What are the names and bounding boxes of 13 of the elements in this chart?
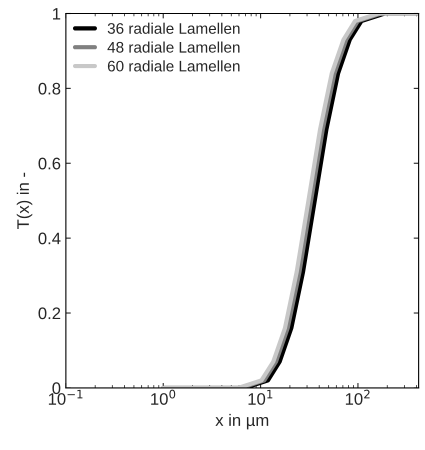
x-axis-title: x in µm xyxy=(215,414,268,430)
x-tick-label: 10$^{2}$ xyxy=(346,390,370,405)
x-tick-label: 10$^{1}$ xyxy=(248,390,272,405)
legend-label: 60 radiale Lamellen xyxy=(108,60,240,72)
legend-label: 36 radiale Lamellen xyxy=(108,22,240,34)
x-tick-label: 10$^{0}$ xyxy=(151,390,176,405)
y-tick-label: 0.2 xyxy=(38,307,60,320)
y-axis-title: T(x) in - xyxy=(16,172,32,230)
y-tick-label: 0.8 xyxy=(38,82,60,95)
y-tick-label: 1 xyxy=(53,8,60,20)
legend-label: 48 radiale Lamellen xyxy=(107,41,240,53)
y-tick-label: 0.6 xyxy=(38,158,60,170)
y-tick-label: 0.4 xyxy=(38,232,61,244)
